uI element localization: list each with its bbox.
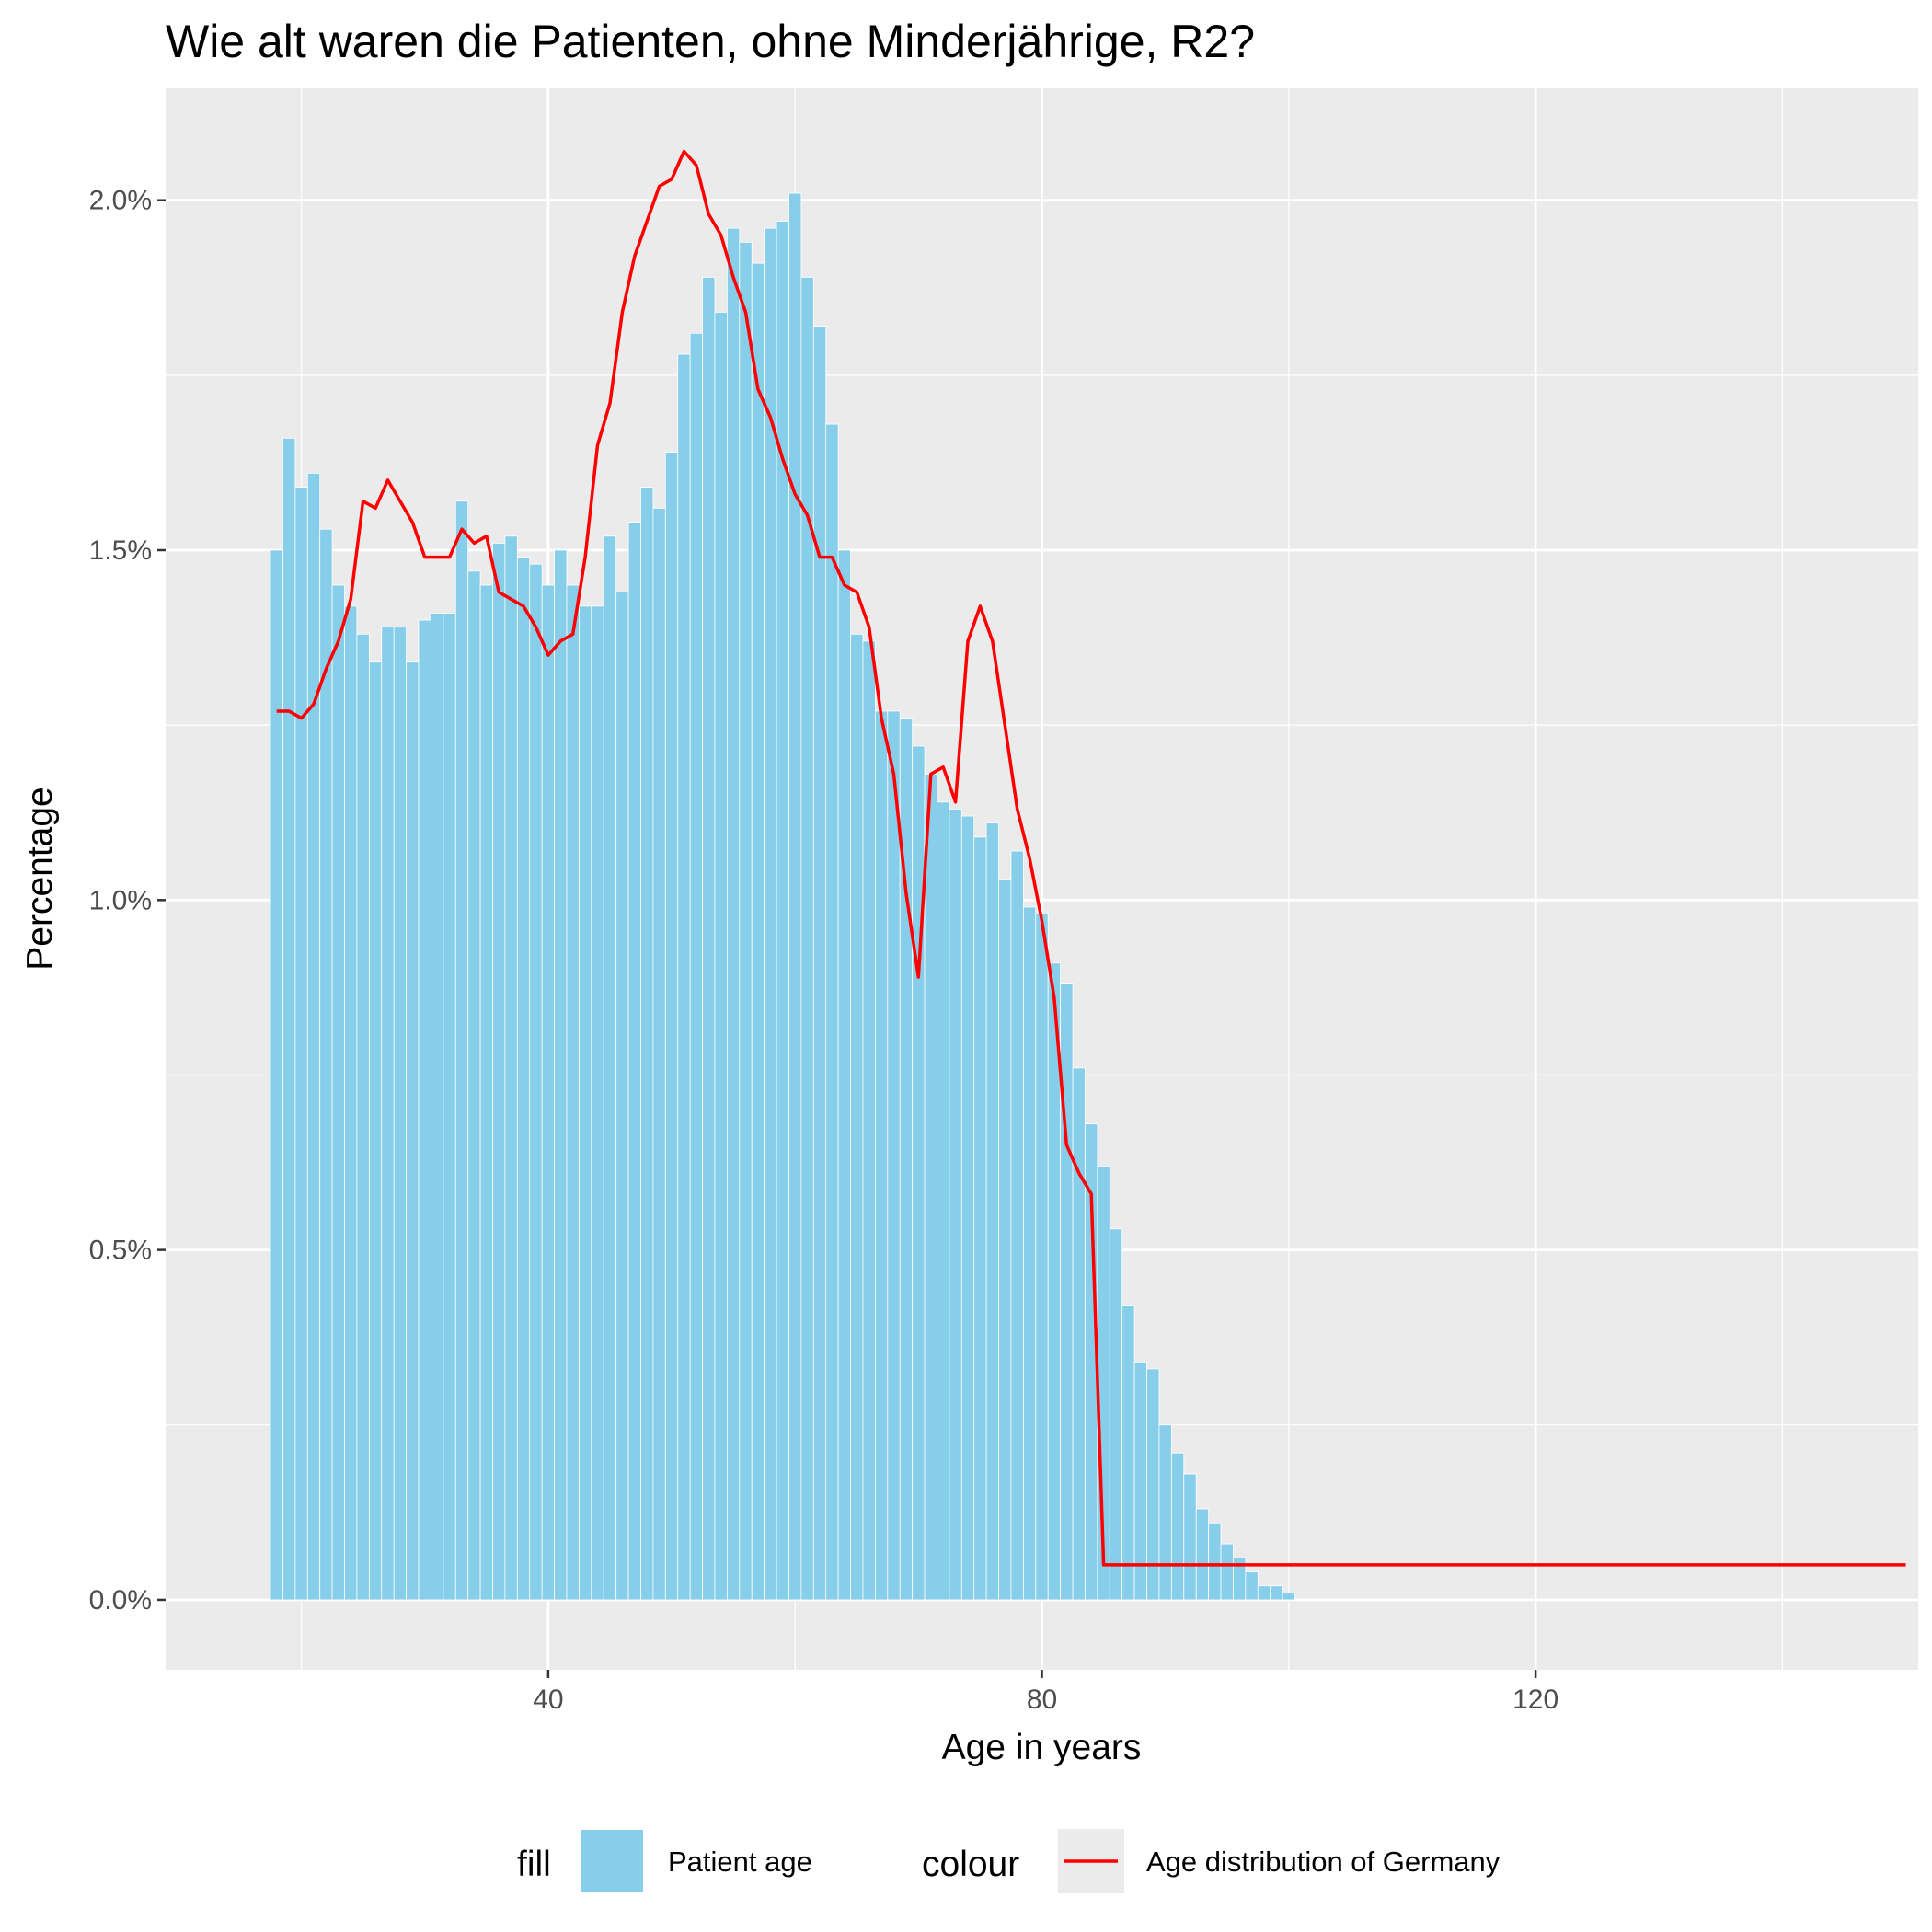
bar bbox=[850, 633, 864, 1601]
bar bbox=[393, 627, 408, 1601]
bar bbox=[973, 836, 987, 1601]
legend: fill Patient age colour Age distribution… bbox=[517, 1828, 1501, 1894]
bar bbox=[1270, 1585, 1283, 1601]
x-axis-title: Age in years bbox=[942, 1728, 1142, 1767]
bar bbox=[1195, 1508, 1210, 1601]
bar bbox=[677, 353, 691, 1601]
bar bbox=[479, 584, 493, 1601]
bar bbox=[344, 605, 358, 1601]
bar bbox=[714, 311, 728, 1601]
bar bbox=[739, 241, 753, 1601]
bar bbox=[319, 528, 333, 1601]
bar bbox=[812, 326, 827, 1601]
x-tick-label: 40 bbox=[533, 1685, 563, 1715]
bar bbox=[998, 879, 1012, 1601]
bar bbox=[1035, 914, 1049, 1601]
legend-fill-title: fill bbox=[517, 1845, 551, 1884]
bar bbox=[800, 276, 814, 1601]
bar bbox=[837, 549, 851, 1601]
bar bbox=[727, 227, 741, 1601]
bar bbox=[652, 507, 666, 1601]
bar bbox=[529, 563, 543, 1601]
bar bbox=[702, 276, 716, 1601]
bar bbox=[541, 584, 555, 1601]
bar bbox=[985, 822, 999, 1601]
legend-colour-title: colour bbox=[922, 1845, 1019, 1884]
bar bbox=[1072, 1067, 1086, 1601]
bar bbox=[1208, 1522, 1222, 1601]
bar bbox=[924, 774, 937, 1601]
legend-colour-label: Age distribution of Germany bbox=[1146, 1846, 1501, 1878]
bar bbox=[937, 801, 950, 1601]
bar bbox=[949, 809, 962, 1601]
bar bbox=[1257, 1585, 1271, 1601]
bar bbox=[418, 619, 431, 1601]
bar bbox=[368, 661, 383, 1601]
bar bbox=[294, 487, 308, 1601]
x-tick-label: 120 bbox=[1512, 1685, 1558, 1715]
bar bbox=[270, 549, 283, 1601]
bar bbox=[1010, 850, 1024, 1601]
bar bbox=[603, 535, 617, 1601]
bar bbox=[776, 221, 789, 1601]
bar bbox=[566, 584, 580, 1601]
bar bbox=[1158, 1424, 1172, 1601]
bar bbox=[615, 592, 629, 1601]
bar bbox=[492, 543, 506, 1601]
bar bbox=[443, 613, 456, 1601]
bar bbox=[516, 557, 531, 1601]
y-axis-title: Percentage bbox=[20, 787, 60, 970]
bar bbox=[579, 605, 592, 1601]
bar bbox=[381, 627, 395, 1601]
bar bbox=[1109, 1228, 1123, 1601]
bar bbox=[1183, 1473, 1197, 1601]
x-tick-label: 80 bbox=[1027, 1685, 1057, 1715]
y-tick-label: 2.0% bbox=[89, 186, 152, 216]
bar-series bbox=[270, 192, 1295, 1601]
bar bbox=[627, 522, 641, 1601]
bar bbox=[1245, 1571, 1259, 1601]
bar bbox=[467, 570, 481, 1601]
bar bbox=[664, 452, 679, 1601]
bar bbox=[431, 613, 444, 1601]
y-tick-label: 1.5% bbox=[89, 535, 152, 566]
bar bbox=[825, 423, 839, 1601]
bar bbox=[591, 605, 604, 1601]
bar bbox=[1282, 1592, 1295, 1601]
line-series bbox=[276, 149, 1906, 1567]
y-tick-label: 1.0% bbox=[89, 885, 152, 915]
bar bbox=[1170, 1452, 1185, 1601]
bar bbox=[1121, 1305, 1135, 1601]
legend-fill-label: Patient age bbox=[668, 1846, 812, 1878]
bar bbox=[454, 500, 469, 1601]
bar bbox=[887, 710, 901, 1601]
bar bbox=[1220, 1543, 1234, 1601]
bar bbox=[406, 661, 420, 1601]
bar bbox=[862, 640, 876, 1601]
bar bbox=[751, 262, 765, 1601]
bar bbox=[1022, 906, 1037, 1601]
bar bbox=[282, 437, 296, 1601]
bar bbox=[960, 815, 975, 1601]
axes: 0.0% 0.5% 1.0% 1.5% 2.0% 40 80 120 bbox=[89, 186, 1559, 1715]
legend-fill-key bbox=[579, 1828, 645, 1894]
bar bbox=[689, 332, 703, 1601]
bar bbox=[640, 487, 654, 1601]
bar bbox=[554, 549, 568, 1601]
bar bbox=[331, 584, 345, 1601]
bar bbox=[306, 472, 321, 1601]
y-tick-label: 0.5% bbox=[89, 1236, 152, 1266]
chart-title: Wie alt waren die Patienten, ohne Minder… bbox=[166, 16, 1255, 67]
bar bbox=[504, 535, 518, 1601]
line-age-distribution-germany bbox=[276, 149, 1906, 1567]
bar bbox=[912, 745, 926, 1601]
bar bbox=[788, 192, 802, 1601]
bar bbox=[356, 633, 370, 1601]
bar bbox=[874, 710, 889, 1601]
y-tick-label: 0.0% bbox=[89, 1585, 152, 1616]
